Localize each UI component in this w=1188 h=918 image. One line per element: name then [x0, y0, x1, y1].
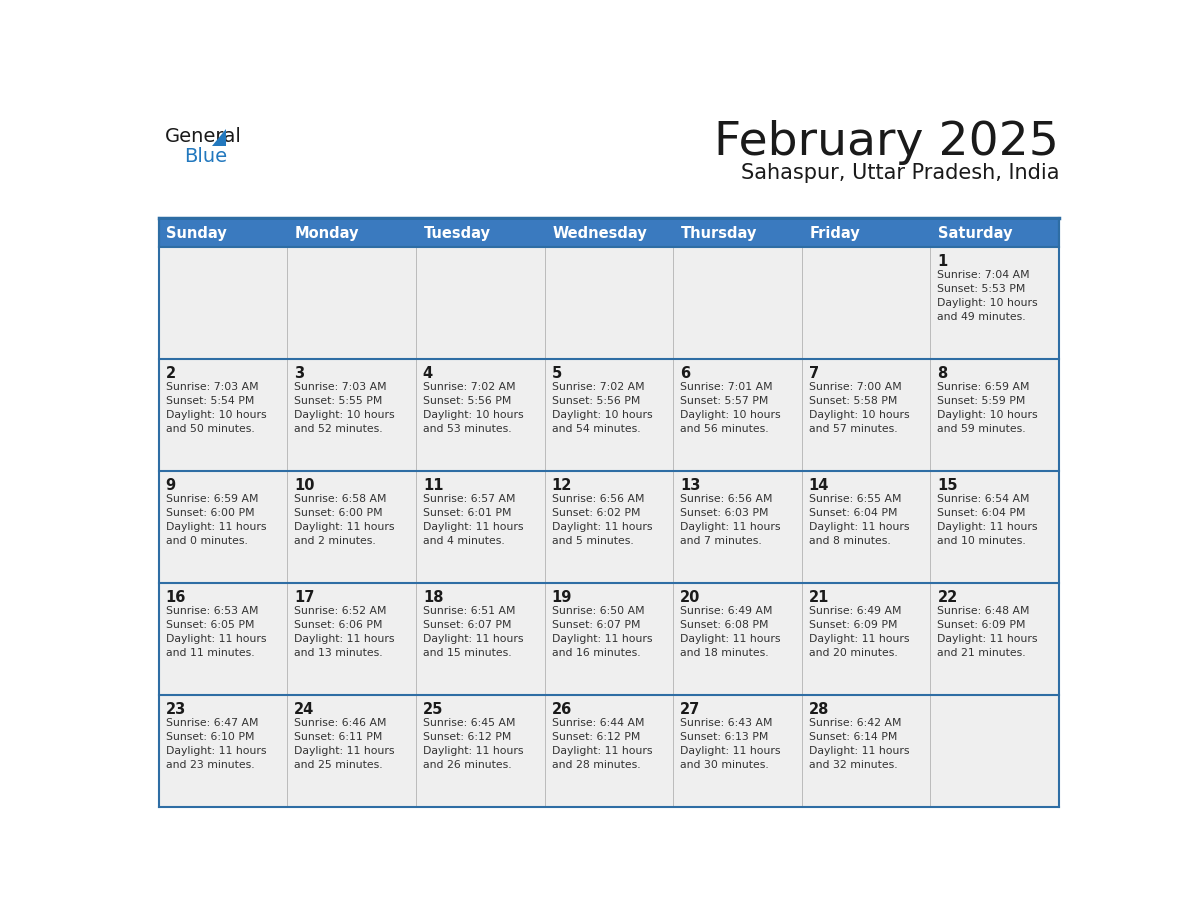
Text: 26: 26 [551, 702, 571, 717]
Text: Sunrise: 7:03 AM
Sunset: 5:54 PM
Daylight: 10 hours
and 50 minutes.: Sunrise: 7:03 AM Sunset: 5:54 PM Dayligh… [165, 382, 266, 434]
Text: February 2025: February 2025 [714, 120, 1060, 165]
Text: Sunrise: 6:49 AM
Sunset: 6:08 PM
Daylight: 11 hours
and 18 minutes.: Sunrise: 6:49 AM Sunset: 6:08 PM Dayligh… [681, 606, 781, 658]
Text: Sunrise: 6:59 AM
Sunset: 5:59 PM
Daylight: 10 hours
and 59 minutes.: Sunrise: 6:59 AM Sunset: 5:59 PM Dayligh… [937, 382, 1038, 434]
Text: Sunrise: 7:02 AM
Sunset: 5:56 PM
Daylight: 10 hours
and 54 minutes.: Sunrise: 7:02 AM Sunset: 5:56 PM Dayligh… [551, 382, 652, 434]
Text: Sunrise: 7:04 AM
Sunset: 5:53 PM
Daylight: 10 hours
and 49 minutes.: Sunrise: 7:04 AM Sunset: 5:53 PM Dayligh… [937, 270, 1038, 322]
Text: Wednesday: Wednesday [552, 226, 647, 241]
Text: Sunrise: 7:01 AM
Sunset: 5:57 PM
Daylight: 10 hours
and 56 minutes.: Sunrise: 7:01 AM Sunset: 5:57 PM Dayligh… [681, 382, 781, 434]
Text: Sunrise: 6:42 AM
Sunset: 6:14 PM
Daylight: 11 hours
and 32 minutes.: Sunrise: 6:42 AM Sunset: 6:14 PM Dayligh… [809, 718, 909, 770]
Text: 12: 12 [551, 478, 571, 493]
Bar [158, 219, 1060, 247]
Text: 6: 6 [681, 366, 690, 381]
Text: 11: 11 [423, 478, 443, 493]
Text: 24: 24 [295, 702, 315, 717]
Text: Friday: Friday [809, 226, 860, 241]
Text: Sahaspur, Uttar Pradesh, India: Sahaspur, Uttar Pradesh, India [740, 163, 1060, 184]
Text: Blue: Blue [184, 147, 227, 166]
Text: General: General [165, 127, 241, 146]
Text: Sunrise: 7:00 AM
Sunset: 5:58 PM
Daylight: 10 hours
and 57 minutes.: Sunrise: 7:00 AM Sunset: 5:58 PM Dayligh… [809, 382, 910, 434]
Text: Sunrise: 6:57 AM
Sunset: 6:01 PM
Daylight: 11 hours
and 4 minutes.: Sunrise: 6:57 AM Sunset: 6:01 PM Dayligh… [423, 494, 524, 546]
Text: Sunrise: 6:52 AM
Sunset: 6:06 PM
Daylight: 11 hours
and 13 minutes.: Sunrise: 6:52 AM Sunset: 6:06 PM Dayligh… [295, 606, 394, 658]
Text: Sunrise: 7:03 AM
Sunset: 5:55 PM
Daylight: 10 hours
and 52 minutes.: Sunrise: 7:03 AM Sunset: 5:55 PM Dayligh… [295, 382, 394, 434]
Text: 15: 15 [937, 478, 958, 493]
Text: 4: 4 [423, 366, 432, 381]
Polygon shape [213, 129, 227, 146]
Bar [158, 359, 1060, 471]
Text: 2: 2 [165, 366, 176, 381]
Text: 5: 5 [551, 366, 562, 381]
Text: Sunrise: 6:49 AM
Sunset: 6:09 PM
Daylight: 11 hours
and 20 minutes.: Sunrise: 6:49 AM Sunset: 6:09 PM Dayligh… [809, 606, 909, 658]
Text: 22: 22 [937, 590, 958, 605]
Text: Sunrise: 6:44 AM
Sunset: 6:12 PM
Daylight: 11 hours
and 28 minutes.: Sunrise: 6:44 AM Sunset: 6:12 PM Dayligh… [551, 718, 652, 770]
Text: Sunrise: 6:59 AM
Sunset: 6:00 PM
Daylight: 11 hours
and 0 minutes.: Sunrise: 6:59 AM Sunset: 6:00 PM Dayligh… [165, 494, 266, 546]
Bar [158, 247, 1060, 359]
Text: Sunrise: 6:56 AM
Sunset: 6:03 PM
Daylight: 11 hours
and 7 minutes.: Sunrise: 6:56 AM Sunset: 6:03 PM Dayligh… [681, 494, 781, 546]
Text: 27: 27 [681, 702, 701, 717]
Text: Sunrise: 6:48 AM
Sunset: 6:09 PM
Daylight: 11 hours
and 21 minutes.: Sunrise: 6:48 AM Sunset: 6:09 PM Dayligh… [937, 606, 1038, 658]
Bar [158, 471, 1060, 583]
Text: Monday: Monday [295, 226, 360, 241]
Text: 7: 7 [809, 366, 819, 381]
Text: 1: 1 [937, 254, 948, 269]
Text: 9: 9 [165, 478, 176, 493]
Text: 18: 18 [423, 590, 443, 605]
Text: 16: 16 [165, 590, 187, 605]
Text: Sunrise: 6:43 AM
Sunset: 6:13 PM
Daylight: 11 hours
and 30 minutes.: Sunrise: 6:43 AM Sunset: 6:13 PM Dayligh… [681, 718, 781, 770]
Text: 3: 3 [295, 366, 304, 381]
Text: 23: 23 [165, 702, 185, 717]
Text: 21: 21 [809, 590, 829, 605]
Text: Sunrise: 6:50 AM
Sunset: 6:07 PM
Daylight: 11 hours
and 16 minutes.: Sunrise: 6:50 AM Sunset: 6:07 PM Dayligh… [551, 606, 652, 658]
Bar [158, 583, 1060, 695]
Bar [158, 695, 1060, 807]
Text: Sunrise: 6:54 AM
Sunset: 6:04 PM
Daylight: 11 hours
and 10 minutes.: Sunrise: 6:54 AM Sunset: 6:04 PM Dayligh… [937, 494, 1038, 546]
Text: 17: 17 [295, 590, 315, 605]
Text: Sunrise: 6:47 AM
Sunset: 6:10 PM
Daylight: 11 hours
and 23 minutes.: Sunrise: 6:47 AM Sunset: 6:10 PM Dayligh… [165, 718, 266, 770]
Text: 10: 10 [295, 478, 315, 493]
Text: Sunrise: 6:51 AM
Sunset: 6:07 PM
Daylight: 11 hours
and 15 minutes.: Sunrise: 6:51 AM Sunset: 6:07 PM Dayligh… [423, 606, 524, 658]
Text: 19: 19 [551, 590, 571, 605]
Text: Sunday: Sunday [166, 226, 227, 241]
Text: Sunrise: 6:55 AM
Sunset: 6:04 PM
Daylight: 11 hours
and 8 minutes.: Sunrise: 6:55 AM Sunset: 6:04 PM Dayligh… [809, 494, 909, 546]
Text: 8: 8 [937, 366, 948, 381]
Text: Sunrise: 6:46 AM
Sunset: 6:11 PM
Daylight: 11 hours
and 25 minutes.: Sunrise: 6:46 AM Sunset: 6:11 PM Dayligh… [295, 718, 394, 770]
Text: Sunrise: 7:02 AM
Sunset: 5:56 PM
Daylight: 10 hours
and 53 minutes.: Sunrise: 7:02 AM Sunset: 5:56 PM Dayligh… [423, 382, 524, 434]
Text: 14: 14 [809, 478, 829, 493]
Text: Sunrise: 6:53 AM
Sunset: 6:05 PM
Daylight: 11 hours
and 11 minutes.: Sunrise: 6:53 AM Sunset: 6:05 PM Dayligh… [165, 606, 266, 658]
Text: Sunrise: 6:45 AM
Sunset: 6:12 PM
Daylight: 11 hours
and 26 minutes.: Sunrise: 6:45 AM Sunset: 6:12 PM Dayligh… [423, 718, 524, 770]
Text: 25: 25 [423, 702, 443, 717]
Text: Sunrise: 6:56 AM
Sunset: 6:02 PM
Daylight: 11 hours
and 5 minutes.: Sunrise: 6:56 AM Sunset: 6:02 PM Dayligh… [551, 494, 652, 546]
Text: 28: 28 [809, 702, 829, 717]
Text: 13: 13 [681, 478, 701, 493]
Text: Sunrise: 6:58 AM
Sunset: 6:00 PM
Daylight: 11 hours
and 2 minutes.: Sunrise: 6:58 AM Sunset: 6:00 PM Dayligh… [295, 494, 394, 546]
Text: 20: 20 [681, 590, 701, 605]
Text: Saturday: Saturday [939, 226, 1012, 241]
Text: Tuesday: Tuesday [424, 226, 491, 241]
Text: Thursday: Thursday [681, 226, 757, 241]
